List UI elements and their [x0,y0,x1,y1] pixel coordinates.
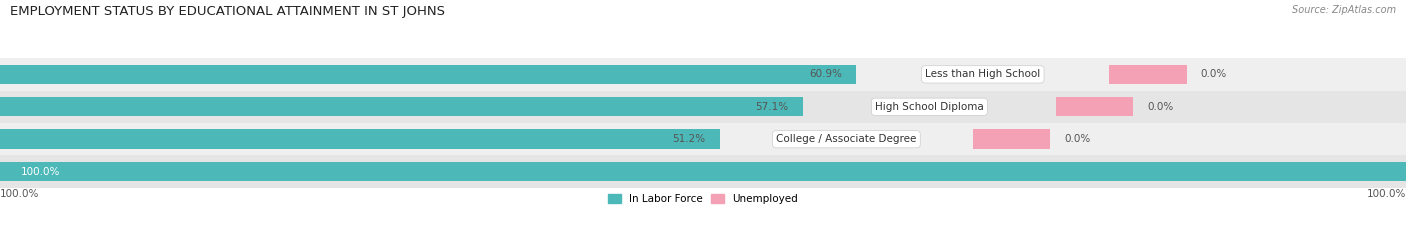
Text: 60.9%: 60.9% [810,69,842,79]
Text: Source: ZipAtlas.com: Source: ZipAtlas.com [1292,5,1396,15]
Bar [1056,97,1133,116]
Text: 0.0%: 0.0% [1147,102,1174,112]
Bar [0,162,1406,181]
Text: 100.0%: 100.0% [21,167,60,177]
Text: 51.2%: 51.2% [672,134,706,144]
Text: Less than High School: Less than High School [925,69,1040,79]
Text: 100.0%: 100.0% [1367,189,1406,199]
Bar [0,123,1406,155]
Bar [0,155,1406,188]
Bar [1109,65,1187,84]
Bar [0,97,803,116]
Text: 0.0%: 0.0% [1201,69,1227,79]
Bar [973,130,1050,149]
Bar [0,65,856,84]
Bar [0,130,720,149]
Text: EMPLOYMENT STATUS BY EDUCATIONAL ATTAINMENT IN ST JOHNS: EMPLOYMENT STATUS BY EDUCATIONAL ATTAINM… [10,5,444,18]
Bar [0,58,1406,91]
Text: High School Diploma: High School Diploma [875,102,984,112]
Bar [0,91,1406,123]
Text: 0.0%: 0.0% [1064,134,1091,144]
Legend: In Labor Force, Unemployed: In Labor Force, Unemployed [605,190,801,208]
Text: 100.0%: 100.0% [0,189,39,199]
Text: 57.1%: 57.1% [755,102,789,112]
Text: College / Associate Degree: College / Associate Degree [776,134,917,144]
